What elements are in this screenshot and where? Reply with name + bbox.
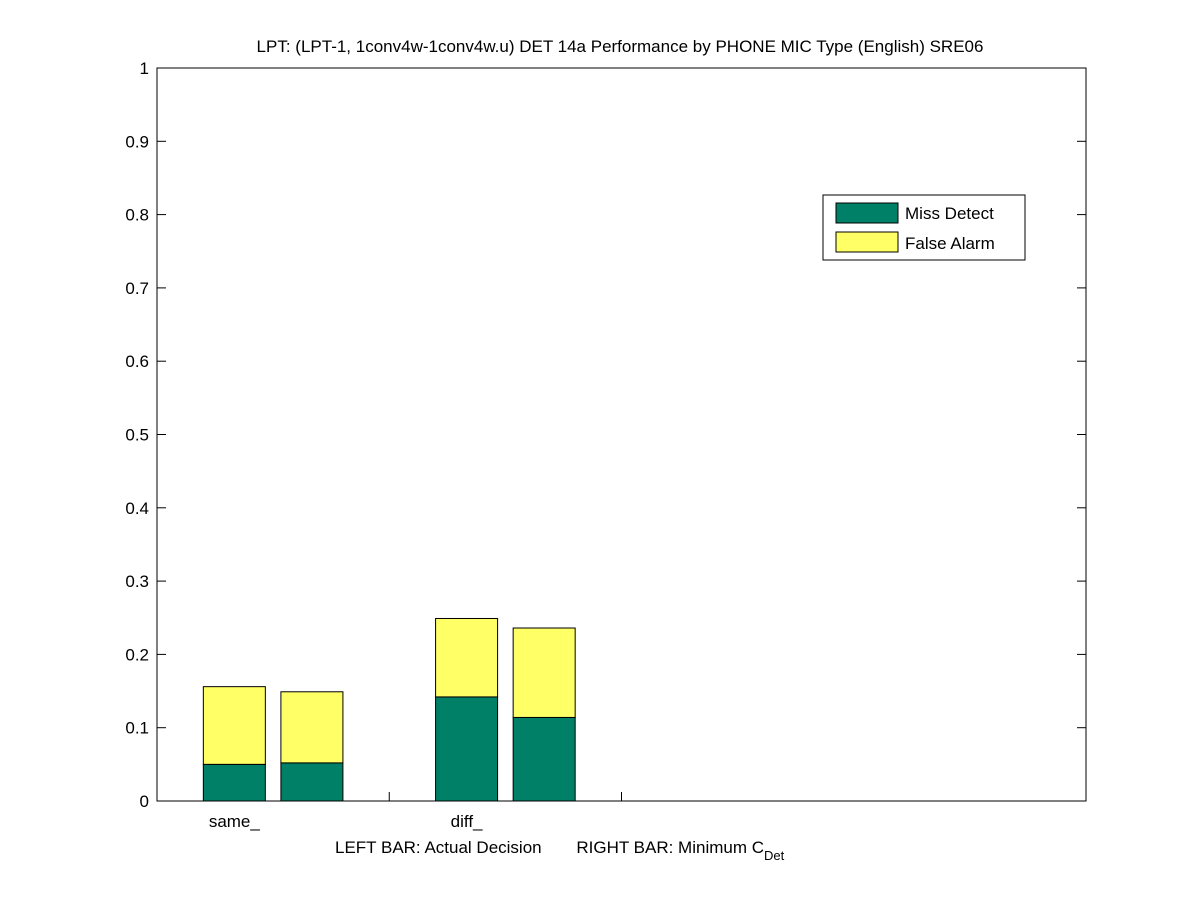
legend-swatch-false-alarm [835,231,899,253]
y-tick-label: 0.8 [125,206,149,225]
y-tick-label: 0.5 [125,426,149,445]
xlabel-left: LEFT BAR: Actual Decision [335,838,542,857]
x-tick-label: same_ [209,812,261,831]
plot-frame [156,67,1087,802]
y-tick-label: 0.6 [125,352,149,371]
legend-label-false-alarm: False Alarm [905,234,995,253]
bar-miss-detect-diff-act [435,696,499,802]
bar-false-alarm-diff-min [512,627,576,718]
y-tick-label: 0.3 [125,572,149,591]
bar-false-alarm-same-act [202,686,266,765]
bar-miss-detect-diff-min [512,716,576,802]
y-tick-label: 0.4 [125,499,149,518]
legend-swatch-miss-detect [835,202,899,224]
legend-label-miss-detect: Miss Detect [905,204,994,223]
y-tick-label: 0.7 [125,279,149,298]
xlabel-right: RIGHT BAR: Minimum C [576,838,764,857]
bar-false-alarm-same-min [280,691,344,764]
xlabel-right-subscript: Det [764,848,785,863]
x-tick-label: diff_ [451,812,483,831]
x-axis-label: LEFT BAR: Actual Decision RIGHT BAR: Min… [335,838,785,863]
bar-false-alarm-diff-act [435,617,499,698]
chart-title: LPT: (LPT-1, 1conv4w-1conv4w.u) DET 14a … [257,37,984,56]
y-tick-label: 0.1 [125,719,149,738]
y-tick-label: 0.9 [125,132,149,151]
legend: Miss Detect False Alarm [822,194,1026,261]
y-tick-label: 0.2 [125,645,149,664]
y-tick-label: 0 [140,792,149,811]
y-tick-label: 1 [140,59,149,78]
bar-miss-detect-same-min [280,762,344,802]
bar-miss-detect-same-act [202,763,266,802]
